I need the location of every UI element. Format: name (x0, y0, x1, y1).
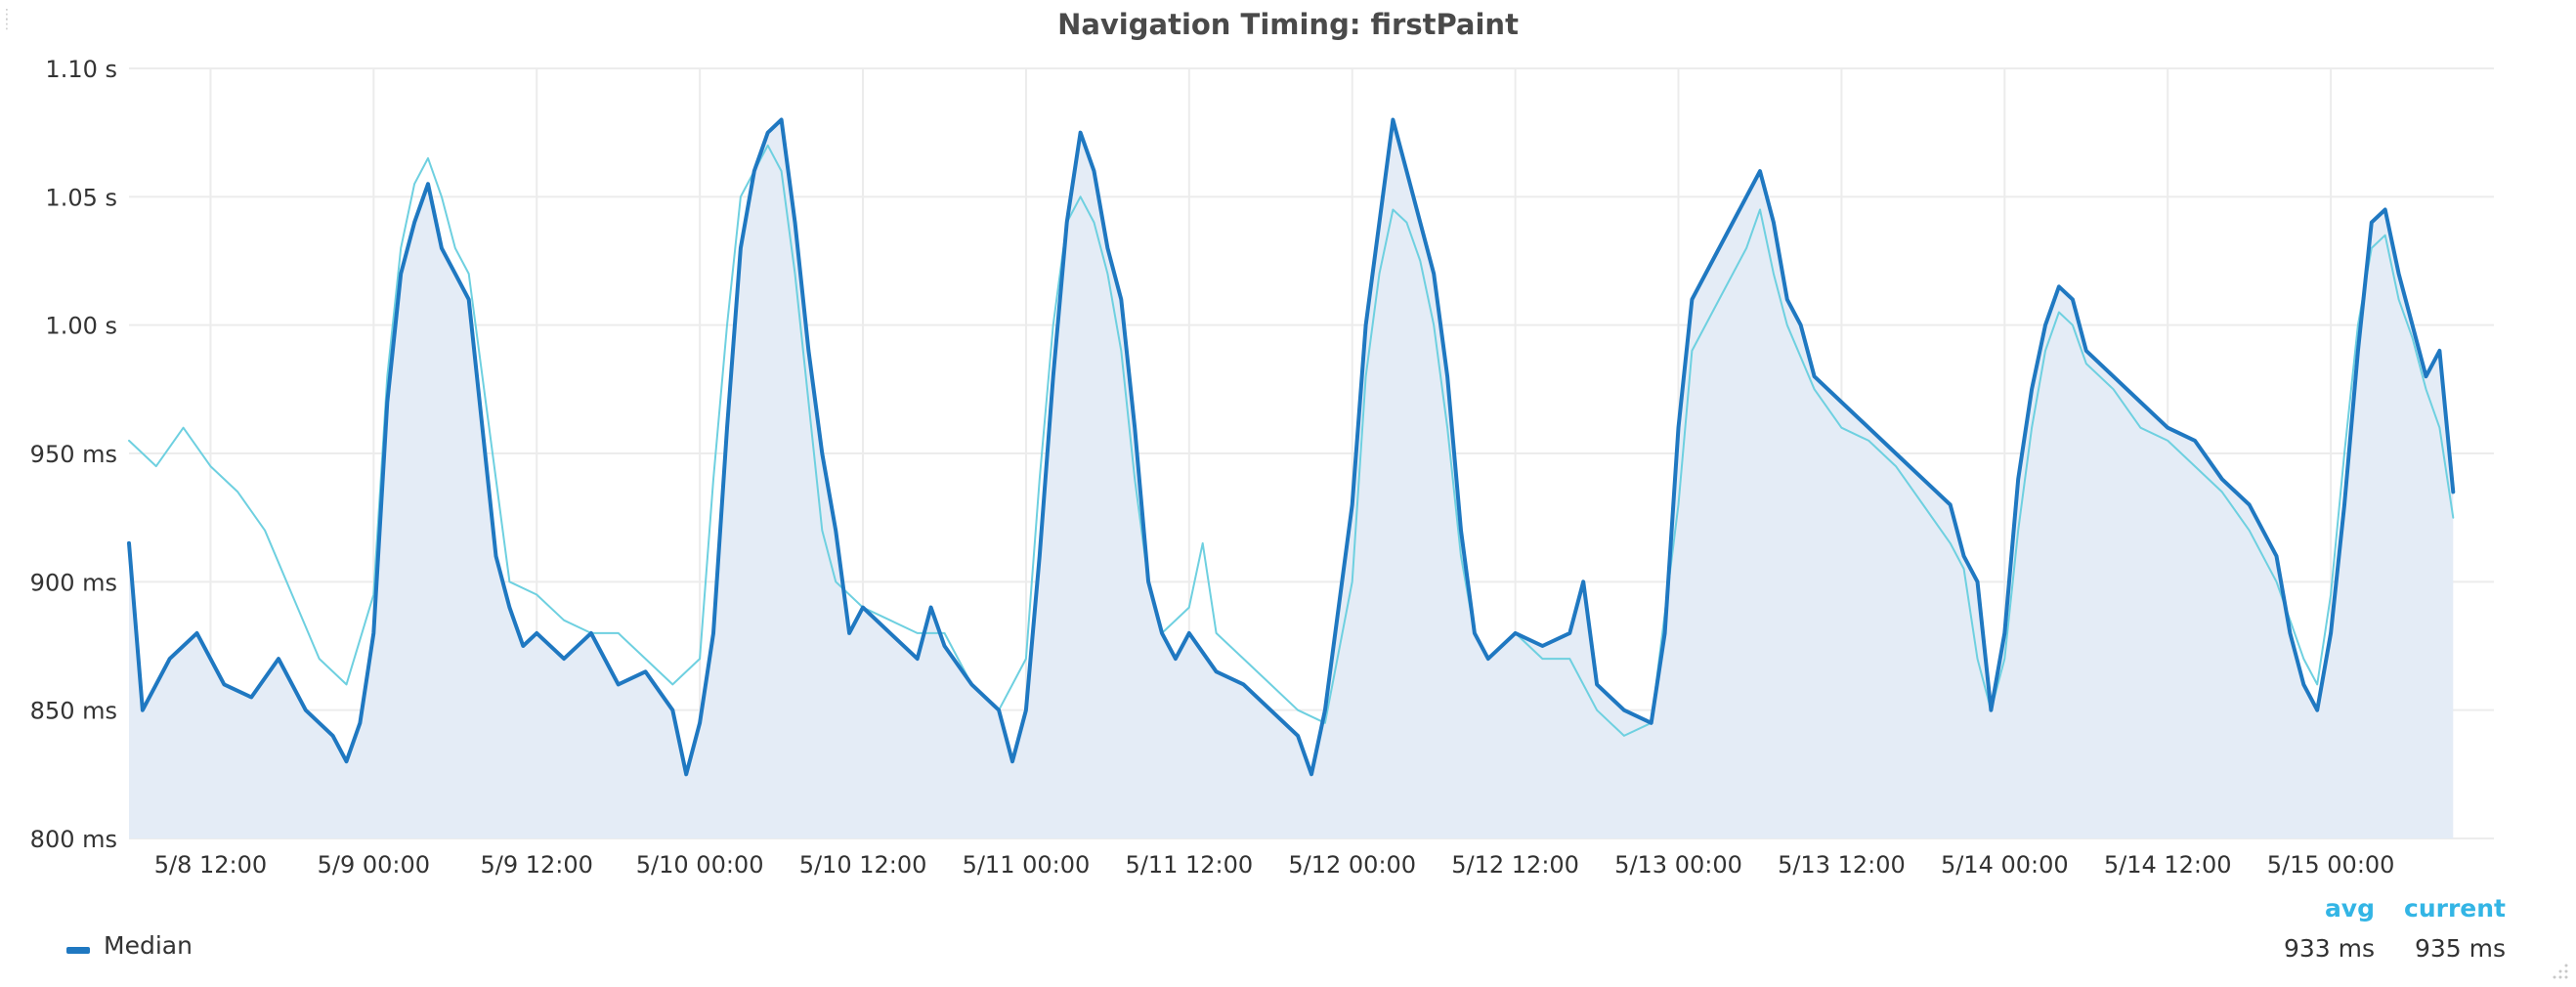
median-series-line[interactable] (127, 117, 2456, 777)
comparison-series-line[interactable] (128, 144, 2455, 737)
legend-series-label[interactable]: Median (104, 931, 193, 960)
y-tick-label: 1.05 s (45, 184, 117, 211)
panel-title[interactable]: Navigation Timing: firstPaint (1057, 8, 1519, 41)
y-axis: 800 ms 850 ms 900 ms 950 ms 1.00 s 1.05 s 1.10… (30, 56, 117, 853)
x-tick-label: 5/11 12:00 (1125, 851, 1253, 879)
legend-avg-value: 933 ms (2283, 934, 2375, 963)
x-tick-label: 5/13 00:00 (1614, 851, 1742, 879)
x-tick-label: 5/9 00:00 (318, 851, 430, 879)
legend-avg-header[interactable]: avg (2324, 894, 2375, 923)
median-series-swatch[interactable] (66, 947, 90, 954)
y-tick-label: 1.10 s (45, 56, 117, 83)
x-tick-label: 5/11 00:00 (963, 851, 1091, 879)
x-tick-label: 5/14 12:00 (2104, 851, 2232, 879)
y-tick-label: 950 ms (30, 441, 117, 468)
series-lines (127, 117, 2456, 777)
x-tick-label: 5/12 12:00 (1451, 851, 1579, 879)
chart-area[interactable]: 800 ms 850 ms 900 ms 950 ms 1.00 s 1.05 s 1.10… (0, 0, 2576, 880)
y-tick-label: 1.00 s (45, 313, 117, 340)
y-tick-label: 900 ms (30, 569, 117, 596)
y-tick-label: 850 ms (30, 698, 117, 725)
legend-current-value: 935 ms (2414, 934, 2506, 963)
legend-current-header[interactable]: current (2404, 894, 2506, 923)
x-tick-label: 5/15 00:00 (2267, 851, 2395, 879)
resize-corner-icon[interactable] (2551, 962, 2570, 981)
x-tick-label: 5/13 12:00 (1778, 851, 1906, 879)
legend: avg current Median 933 ms 935 ms (0, 880, 2576, 977)
x-axis: 5/8 12:00 5/9 00:00 5/9 12:00 5/10 00:00 5/1… (154, 851, 2395, 879)
x-tick-label: 5/10 00:00 (636, 851, 764, 879)
y-tick-label: 800 ms (30, 826, 117, 853)
x-tick-label: 5/10 12:00 (799, 851, 927, 879)
x-tick-label: 5/8 12:00 (154, 851, 267, 879)
x-tick-label: 5/9 12:00 (481, 851, 593, 879)
x-tick-label: 5/12 00:00 (1288, 851, 1416, 879)
x-tick-label: 5/14 00:00 (1941, 851, 2069, 879)
